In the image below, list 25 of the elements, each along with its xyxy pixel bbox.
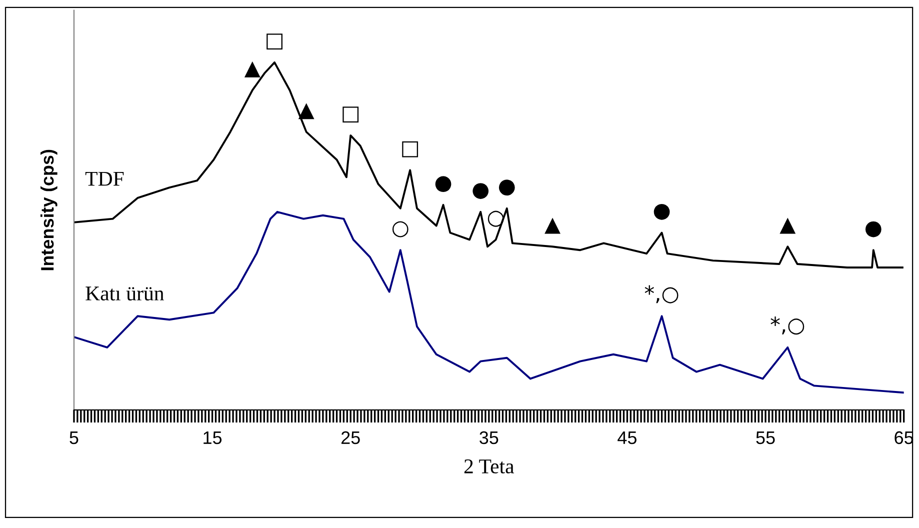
annotation: ● <box>435 176 452 192</box>
annotation: ○ <box>392 221 408 238</box>
x-tick-label: 45 <box>618 431 637 444</box>
annotation: ● <box>654 204 670 220</box>
series-label: Katı ürün <box>86 286 164 301</box>
annotation: ▲ <box>544 218 560 234</box>
x-tick-label: 25 <box>341 431 360 444</box>
annotation: *,○ <box>644 285 678 304</box>
annotation: ● <box>865 221 882 238</box>
x-axis-title: 2 Teta <box>464 459 514 474</box>
x-tick-label: 55 <box>756 431 775 444</box>
annotation: ● <box>472 183 489 200</box>
annotation: □ <box>342 106 359 123</box>
annotation: *,○ <box>770 316 804 335</box>
annotation: ● <box>498 180 515 196</box>
x-tick-label: 15 <box>204 431 222 444</box>
annotation: ▲ <box>244 61 260 78</box>
x-tick-label: 5 <box>70 431 78 444</box>
annotation: ▲ <box>780 218 796 234</box>
annotation: □ <box>266 34 282 50</box>
y-axis-title: Intensity (cps) <box>40 150 58 270</box>
series-label: TDF <box>85 172 124 186</box>
annotation: □ <box>402 141 418 158</box>
annotation: ▲ <box>298 103 314 120</box>
x-tick-label: 35 <box>480 431 498 444</box>
